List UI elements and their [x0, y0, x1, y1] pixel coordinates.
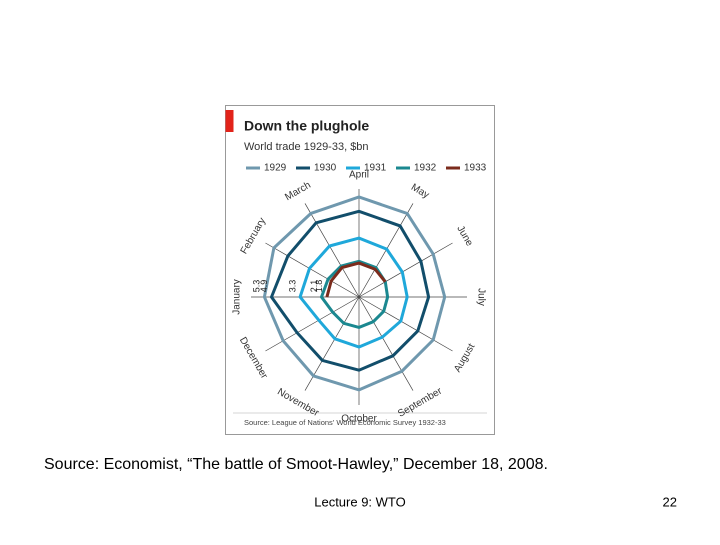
series-line: [319, 259, 390, 329]
category-label: April: [349, 170, 369, 181]
legend-label: 1930: [314, 163, 337, 174]
series-line: [298, 236, 409, 349]
legend-label: 1933: [464, 163, 487, 174]
spoke: [265, 242, 360, 298]
legend-label: 1929: [264, 163, 287, 174]
data-label: 5.3: [252, 280, 262, 293]
chart-frame: [225, 105, 495, 435]
data-label: 2.1: [309, 280, 319, 293]
chart-subtitle: World trade 1929-33, $bn: [244, 141, 369, 153]
chart-source: Source: League of Nations' World Economi…: [244, 418, 446, 427]
spoke: [358, 296, 453, 352]
spoke: [358, 296, 414, 391]
category-label: January: [232, 279, 243, 315]
spoke: [304, 203, 360, 298]
series-line: [325, 261, 387, 298]
caption: Source: Economist, “The battle of Smoot-…: [44, 456, 548, 473]
legend-label: 1932: [414, 163, 437, 174]
category-label: July: [475, 288, 486, 306]
page-number: 22: [663, 494, 677, 509]
spoke: [358, 242, 453, 298]
footer: Lecture 9: WTO: [314, 494, 406, 509]
series-line: [269, 209, 431, 372]
data-label: 4.9: [259, 280, 269, 293]
data-label: 1.8: [314, 280, 324, 293]
title-bar: [225, 110, 234, 132]
category-label: October: [341, 414, 377, 425]
data-label: 3.3: [287, 280, 297, 293]
legend-label: 1931: [364, 163, 387, 174]
spoke: [265, 296, 360, 352]
chart-title: Down the plughole: [244, 118, 369, 134]
series-line: [262, 195, 447, 392]
